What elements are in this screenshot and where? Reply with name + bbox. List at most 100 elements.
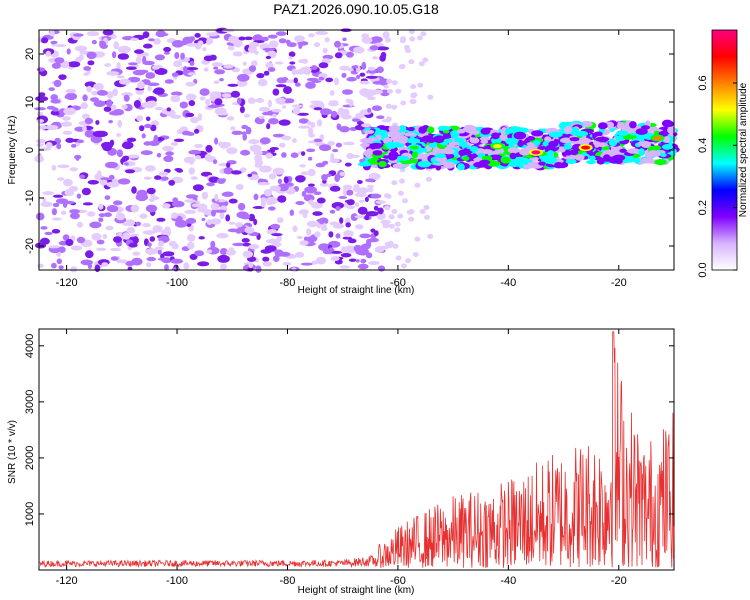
spectrogram-cell xyxy=(61,210,67,215)
spectrogram-cell xyxy=(252,34,263,42)
spectrogram-cell xyxy=(51,217,62,221)
spectrogram-cell xyxy=(276,77,287,84)
spectrogram-cell xyxy=(189,253,198,260)
spectrogram-cell xyxy=(589,155,596,161)
spectrogram-cell xyxy=(283,86,292,95)
spectrogram-cell xyxy=(383,84,389,89)
spectrogram-cell xyxy=(544,136,552,143)
spectrogram-cell xyxy=(342,89,353,95)
spectrogram-cell xyxy=(145,72,156,79)
spectrogram-cell xyxy=(554,162,564,169)
spectrogram-cell xyxy=(80,259,94,266)
spectrogram-cell xyxy=(81,113,90,120)
spectrogram-cell xyxy=(376,115,385,119)
spectrogram-cell xyxy=(406,138,421,144)
spectrogram-cell xyxy=(111,51,117,59)
spectrogram-cell xyxy=(76,139,85,144)
spectrogram-cell xyxy=(457,128,466,134)
spectrogram-cell xyxy=(230,126,236,131)
spectrogram-cell xyxy=(343,245,357,254)
spectrogram-cell xyxy=(105,161,118,169)
spectrogram-cell xyxy=(147,242,152,248)
spectrogram-cell xyxy=(90,97,99,102)
spectrogram-cell xyxy=(443,138,453,143)
spectrogram-cell xyxy=(48,245,60,249)
spectrogram-cell xyxy=(122,232,131,240)
spectrogram-cell xyxy=(272,88,280,96)
spectrogram-x-tick-label: -40 xyxy=(500,277,516,289)
spectrogram-cell xyxy=(279,142,286,148)
spectrogram-cell xyxy=(328,101,339,107)
spectrogram-cell xyxy=(164,264,169,271)
spectrogram-cell xyxy=(50,40,58,45)
spectrogram-cell xyxy=(210,202,220,211)
spectrogram-cell xyxy=(322,248,329,253)
spectrogram-cell xyxy=(222,93,232,98)
spectrogram-cell xyxy=(419,209,426,215)
spectrogram-cell xyxy=(635,128,648,135)
spectrogram-cell xyxy=(289,61,296,65)
spectrogram-cell xyxy=(288,51,296,57)
spectrogram-cell xyxy=(629,121,637,129)
spectrogram-cell xyxy=(49,29,55,37)
spectrogram-cell xyxy=(278,38,287,44)
spectrogram-cell xyxy=(216,232,229,239)
spectrogram-cell xyxy=(162,145,174,152)
spectrogram-cell xyxy=(106,99,113,108)
spectrogram-cell xyxy=(111,178,120,183)
spectrogram-cell xyxy=(334,52,343,59)
spectrogram-cell xyxy=(179,126,189,132)
spectrogram-cell xyxy=(203,55,215,62)
spectrogram-cell xyxy=(307,127,314,135)
spectrogram-cell xyxy=(106,71,120,76)
spectrogram-y-tick-label: 10 xyxy=(24,96,36,108)
spectrogram-cell xyxy=(212,159,218,165)
spectrogram-cell xyxy=(194,250,205,257)
spectrogram-cell xyxy=(117,119,123,128)
spectrogram-cell xyxy=(241,124,249,130)
spectrogram-cell xyxy=(342,188,347,197)
spectrogram-cell xyxy=(314,231,321,238)
spectrogram-cell xyxy=(37,154,43,162)
spectrogram-cell xyxy=(192,184,204,192)
spectrogram-cell xyxy=(443,161,455,169)
spectrogram-cell xyxy=(426,126,435,134)
spectrogram-cell xyxy=(251,60,258,67)
spectrogram-cell xyxy=(53,79,62,88)
spectrogram-cell xyxy=(271,233,283,237)
snr-y-label: SNR (10 * v/v) xyxy=(7,420,18,484)
spectrogram-cell xyxy=(74,45,88,52)
spectrogram-cell xyxy=(319,182,329,187)
spectrogram-cell xyxy=(183,262,190,270)
spectrogram-cell xyxy=(313,42,321,48)
spectrogram-cell xyxy=(116,133,122,137)
spectrogram-cell xyxy=(244,36,253,41)
spectrogram-cell xyxy=(231,130,243,135)
spectrogram-hotspot xyxy=(409,145,419,150)
spectrogram-cell xyxy=(284,98,295,104)
spectrogram-cell xyxy=(292,138,297,143)
spectrogram-cell xyxy=(64,94,72,100)
spectrogram-cell xyxy=(69,209,80,214)
spectrogram-cell xyxy=(104,195,111,201)
spectrogram-cell xyxy=(331,202,344,209)
spectrogram-cell xyxy=(391,209,398,214)
spectrogram-cell xyxy=(228,198,238,204)
spectrogram-cell xyxy=(361,123,372,128)
spectrogram-cell xyxy=(332,148,339,153)
spectrogram-cell xyxy=(310,121,316,128)
spectrogram-cell xyxy=(162,203,171,209)
spectrogram-cell xyxy=(73,33,84,37)
spectrogram-cell xyxy=(58,74,67,80)
spectrogram-cell xyxy=(204,153,212,161)
spectrogram-cell xyxy=(422,57,429,63)
spectrogram-cell xyxy=(179,101,188,109)
spectrogram-cell xyxy=(185,217,197,224)
spectrogram-cell xyxy=(188,167,195,175)
spectrogram-cell xyxy=(249,144,262,153)
spectrogram-cell xyxy=(183,156,196,164)
spectrogram-cell xyxy=(394,221,401,227)
spectrogram-cell xyxy=(322,160,329,165)
spectrogram-cell xyxy=(384,193,390,199)
spectrogram-cell xyxy=(183,66,188,74)
